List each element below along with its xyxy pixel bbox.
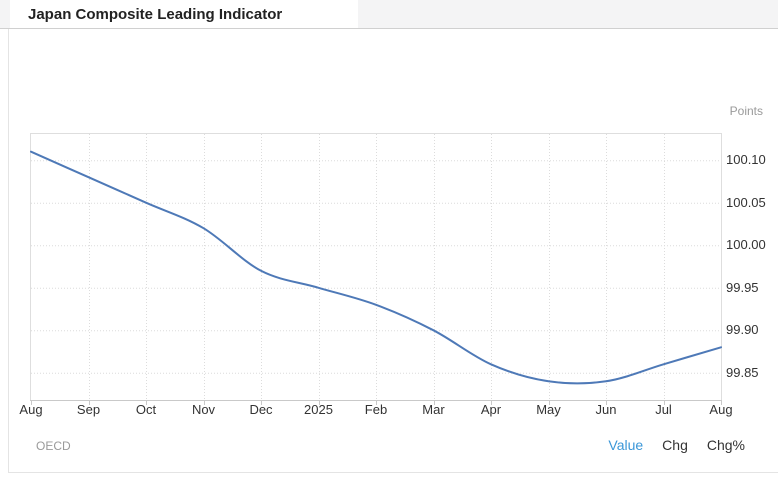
x-axis-label: Jul: [655, 402, 672, 417]
chart-panel: [8, 29, 778, 473]
x-axis-label: Jun: [595, 402, 617, 417]
y-axis-label: 100.05: [726, 194, 766, 210]
series-line: [30, 150, 722, 385]
y-axis-label: 99.95: [726, 279, 759, 295]
x-axis-label: Aug: [709, 402, 733, 417]
x-axis-label: Oct: [135, 402, 157, 417]
x-axis-label: Aug: [19, 402, 43, 417]
display-mode-toggles: Value Chg Chg%: [608, 437, 745, 453]
x-axis-label: Feb: [364, 402, 388, 417]
source-label[interactable]: OECD: [36, 439, 71, 453]
x-axis-label: Mar: [422, 402, 445, 417]
toggle-value[interactable]: Value: [608, 437, 644, 453]
x-axis-label: Sep: [76, 402, 101, 417]
y-axis-label: 100.10: [726, 152, 766, 168]
x-axis-label: 2025: [304, 402, 333, 417]
toggle-chg[interactable]: Chg: [662, 437, 688, 453]
x-axis-label: May: [536, 402, 561, 417]
y-axis-unit-label: Points: [729, 104, 763, 118]
title-chip: Japan Composite Leading Indicator: [10, 0, 358, 28]
y-axis-label: 99.90: [726, 322, 759, 338]
header-bar: Japan Composite Leading Indicator: [0, 0, 778, 29]
x-axis-label: Nov: [191, 402, 216, 417]
toggle-chg-pct[interactable]: Chg%: [706, 437, 745, 453]
x-axis-label: Apr: [480, 402, 502, 417]
y-axis-label: 100.00: [726, 237, 766, 253]
x-axis-label: Dec: [249, 402, 273, 417]
page-title: Japan Composite Leading Indicator: [28, 6, 283, 23]
y-axis-label: 99.85: [726, 364, 759, 380]
